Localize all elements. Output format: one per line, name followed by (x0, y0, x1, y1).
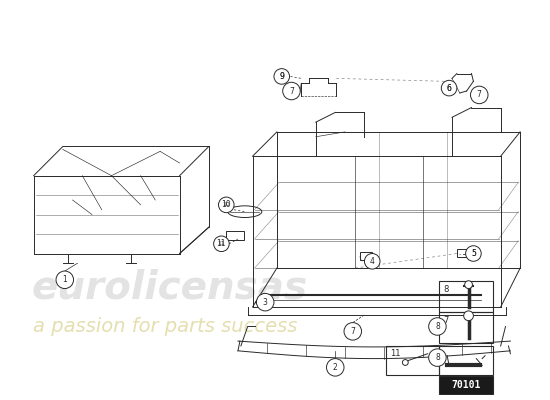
Circle shape (428, 318, 446, 335)
Text: 70101: 70101 (451, 380, 480, 390)
Text: 5: 5 (471, 249, 476, 258)
Bar (439, 312, 493, 343)
Text: a passion for parts success: a passion for parts success (33, 317, 297, 336)
Text: 11: 11 (217, 239, 226, 248)
Text: eurolicensas: eurolicensas (32, 268, 308, 306)
Text: 7: 7 (443, 316, 449, 325)
Circle shape (365, 254, 380, 269)
Circle shape (213, 236, 229, 252)
Text: 8: 8 (443, 285, 449, 294)
Bar (386, 346, 439, 375)
Text: 8: 8 (435, 322, 440, 331)
Circle shape (403, 360, 408, 366)
Text: 7: 7 (289, 86, 294, 96)
Text: 11: 11 (218, 241, 226, 246)
Text: 6: 6 (447, 84, 452, 93)
Text: 8: 8 (435, 353, 440, 362)
Circle shape (256, 294, 274, 311)
Text: 7: 7 (350, 327, 355, 336)
Circle shape (56, 271, 74, 288)
Circle shape (464, 311, 474, 321)
Text: 9: 9 (279, 72, 284, 81)
Text: 1: 1 (62, 275, 67, 284)
Bar (439, 346, 493, 375)
Text: 11: 11 (390, 349, 400, 358)
Bar (457, 249, 469, 258)
Circle shape (466, 246, 481, 261)
Circle shape (283, 82, 300, 100)
Text: 2: 2 (333, 363, 338, 372)
Text: 6: 6 (447, 84, 452, 93)
Circle shape (465, 281, 472, 288)
Circle shape (441, 80, 457, 96)
Text: 5: 5 (471, 249, 476, 258)
Text: 7: 7 (477, 90, 482, 100)
Circle shape (274, 69, 289, 84)
Bar (226, 231, 244, 240)
Bar (439, 376, 493, 394)
Text: 10: 10 (222, 200, 231, 209)
Circle shape (344, 322, 361, 340)
Bar (439, 281, 493, 312)
Circle shape (470, 86, 488, 104)
Circle shape (428, 349, 446, 366)
Text: 10: 10 (222, 202, 230, 207)
Circle shape (327, 358, 344, 376)
Text: 3: 3 (263, 298, 268, 307)
Text: 9: 9 (279, 72, 284, 81)
Circle shape (218, 197, 234, 213)
Bar (360, 252, 372, 260)
Text: 4: 4 (370, 257, 375, 266)
